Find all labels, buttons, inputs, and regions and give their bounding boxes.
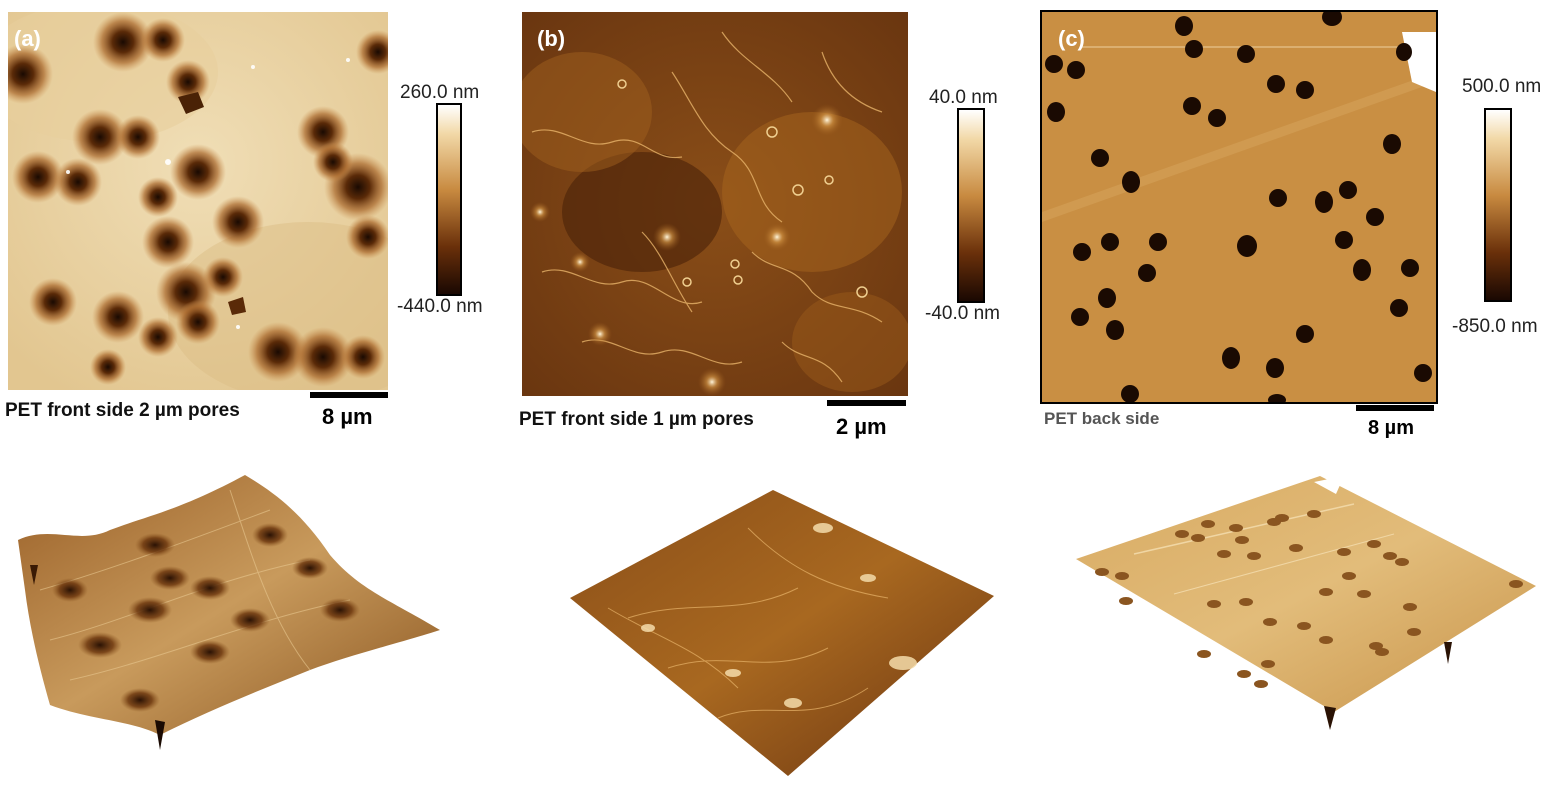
colorbar-b-min-label: -40.0 nm bbox=[925, 303, 1000, 324]
colorbar-a bbox=[436, 103, 462, 296]
caption-c: PET back side bbox=[1044, 409, 1160, 428]
afm-image-front-2um bbox=[8, 12, 388, 390]
scale-bar-b-label: 2 µm bbox=[836, 414, 887, 439]
afm-3d-view-front-2um bbox=[10, 470, 450, 752]
scale-bar-c bbox=[1356, 405, 1434, 411]
colorbar-b bbox=[957, 108, 985, 303]
colorbar-a-max-label: 260.0 nm bbox=[400, 82, 480, 103]
panel-label-b: (b) bbox=[537, 26, 566, 51]
colorbar-a-min-label: -440.0 nm bbox=[397, 296, 483, 317]
caption-a: PET front side 2 µm pores bbox=[5, 400, 240, 421]
scale-bar-b bbox=[827, 400, 906, 406]
colorbar-b-max-label: 40.0 nm bbox=[929, 87, 998, 108]
scale-bar-a-label: 8 µm bbox=[322, 404, 373, 429]
afm-image-front-1um bbox=[522, 12, 908, 396]
colorbar-c-min-label: -850.0 nm bbox=[1452, 316, 1538, 337]
colorbar-c-max-label: 500.0 nm bbox=[1462, 76, 1542, 97]
scale-bar-a bbox=[310, 392, 388, 398]
scale-bar-c-label: 8 µm bbox=[1368, 417, 1414, 439]
afm-3d-view-back-side bbox=[1074, 474, 1540, 732]
colorbar-c bbox=[1484, 108, 1512, 302]
panel-label-a: (a) bbox=[14, 26, 41, 51]
afm-image-back-side bbox=[1040, 10, 1438, 404]
afm-3d-view-front-1um bbox=[568, 488, 998, 780]
panel-label-c: (c) bbox=[1058, 26, 1085, 51]
caption-b: PET front side 1 µm pores bbox=[519, 409, 754, 430]
